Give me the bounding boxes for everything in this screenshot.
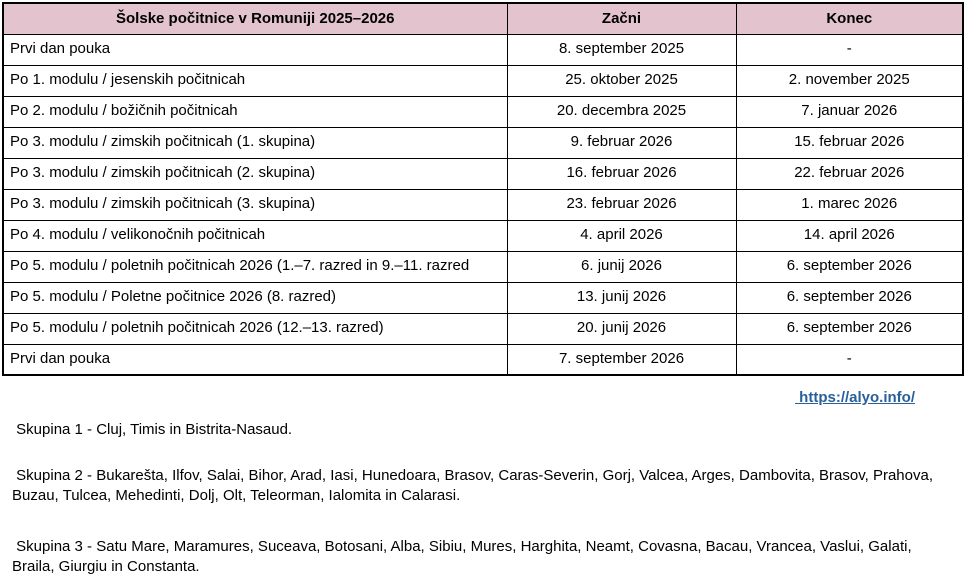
note-skupina-2: Skupina 2 - Bukarešta, Ilfov, Salai, Bih…	[12, 467, 938, 504]
row-end-date: 15. februar 2026	[735, 126, 964, 159]
row-end-date: 22. februar 2026	[735, 157, 964, 190]
row-end-date: 1. marec 2026	[735, 188, 964, 221]
row-end-date: 7. januar 2026	[735, 95, 964, 128]
row-end-date: 14. april 2026	[735, 219, 964, 252]
row-label: Po 1. modulu / jesenskih počitnicah	[2, 64, 508, 97]
row-label: Po 5. modulu / Poletne počitnice 2026 (8…	[2, 281, 508, 314]
row-end-date: 6. september 2026	[735, 281, 964, 314]
table-row: Prvi dan pouka 7. september 2026-	[2, 343, 964, 376]
row-label: Po 3. modulu / zimskih počitnicah (3. sk…	[2, 188, 508, 221]
row-start-date: 16. februar 2026	[506, 157, 737, 190]
table-row: Po 1. modulu / jesenskih počitnicah 25. o…	[2, 64, 964, 97]
row-end-date: 6. september 2026	[735, 250, 964, 283]
row-start-date: 4. april 2026	[506, 219, 737, 252]
row-label: Po 5. modulu / poletnih počitnicah 2026 …	[2, 250, 508, 283]
row-start-date: 20. decembra 2025	[506, 95, 737, 128]
table-row: Po 2. modulu / božičnih počitnicah 20. de…	[2, 95, 964, 128]
row-end-date: -	[735, 343, 964, 376]
row-label: Po 5. modulu / poletnih počitnicah 2026 …	[2, 312, 508, 345]
row-start-date: 25. oktober 2025	[506, 64, 737, 97]
row-start-date: 23. februar 2026	[506, 188, 737, 221]
row-end-date: 2. november 2025	[735, 64, 964, 97]
row-label: Prvi dan pouka	[2, 343, 508, 376]
note-skupina-1: Skupina 1 - Cluj, Timis in Bistrita-Nasa…	[12, 421, 293, 438]
column-header-end: Konec	[735, 2, 964, 35]
row-start-date: 6. junij 2026	[506, 250, 737, 283]
row-start-date: 9. februar 2026	[506, 126, 737, 159]
table-row: Po 5. modulu / Poletne počitnice 2026 (8…	[2, 281, 964, 314]
row-start-date: 7. september 2026	[506, 343, 737, 376]
row-end-date: -	[735, 33, 964, 66]
table-row: Po 3. modulu / zimskih počitnicah (1. sk…	[2, 126, 964, 159]
column-header-start: Začni	[506, 2, 737, 35]
row-start-date: 8. september 2025	[506, 33, 737, 66]
table-row: Po 5. modulu / poletnih počitnicah 2026 …	[2, 312, 964, 345]
row-label: Prvi dan pouka	[2, 33, 508, 66]
table-row: Prvi dan pouka 8. september 2025-	[2, 33, 964, 66]
row-label: Po 2. modulu / božičnih počitnicah	[2, 95, 508, 128]
row-end-date: 6. september 2026	[735, 312, 964, 345]
row-start-date: 13. junij 2026	[506, 281, 737, 314]
link-row: https://alyo.info/	[0, 389, 965, 408]
table-header-row: Šolske počitnice v Romuniji 2025–2026 Za…	[2, 2, 964, 35]
row-label: Po 4. modulu / velikonočnih počitnicah	[2, 219, 508, 252]
table-title: Šolske počitnice v Romuniji 2025–2026	[2, 2, 508, 35]
table-row: Po 5. modulu / poletnih počitnicah 2026 …	[2, 250, 964, 283]
note-skupina-3: Skupina 3 - Satu Mare, Maramures, Suceav…	[12, 538, 916, 575]
table-row: Po 3. modulu / zimskih počitnicah (2. sk…	[2, 157, 964, 190]
table-row: Po 4. modulu / velikonočnih počitnicah 4.…	[2, 219, 964, 252]
row-label: Po 3. modulu / zimskih počitnicah (2. sk…	[2, 157, 508, 190]
source-link[interactable]: https://alyo.info/	[795, 389, 915, 406]
row-start-date: 20. junij 2026	[506, 312, 737, 345]
row-label: Po 3. modulu / zimskih počitnicah (1. sk…	[2, 126, 508, 159]
holidays-table: Šolske počitnice v Romuniji 2025–2026 Za…	[2, 2, 964, 376]
table-row: Po 3. modulu / zimskih počitnicah (3. sk…	[2, 188, 964, 221]
